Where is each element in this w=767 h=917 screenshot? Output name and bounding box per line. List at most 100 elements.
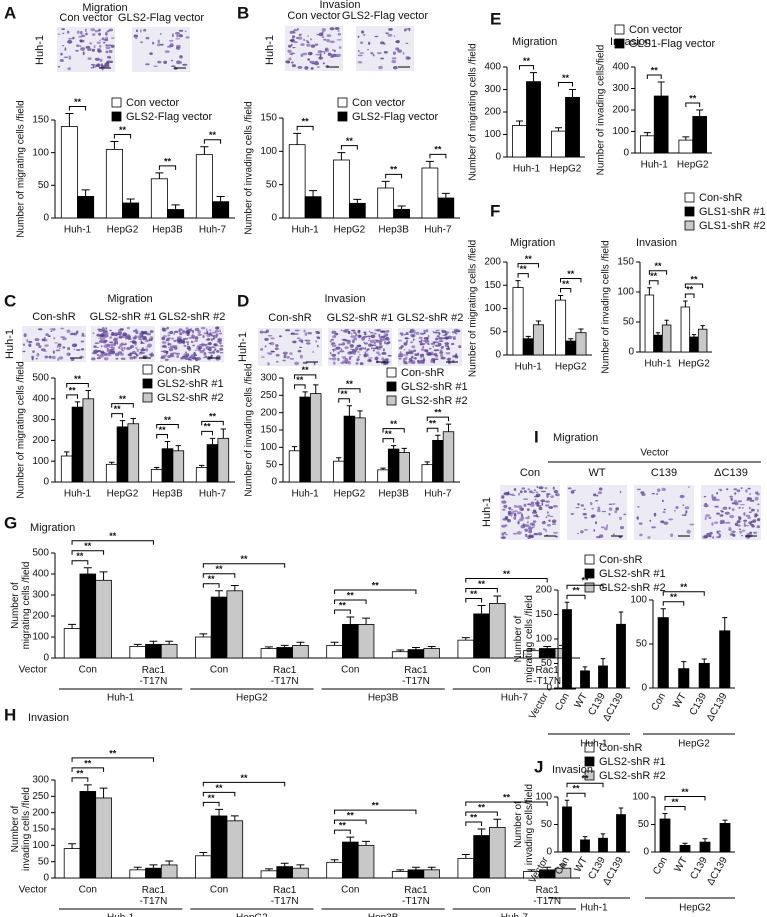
- cell: [434, 352, 438, 356]
- error-bar: [230, 585, 239, 591]
- cell: [405, 56, 410, 60]
- cell: [22, 350, 26, 353]
- photo-label: Con-shR: [268, 312, 311, 324]
- sig-label: **: [109, 748, 117, 758]
- bar: [639, 135, 655, 154]
- error-bar: [133, 866, 142, 870]
- legend-label: GLS2-shR #1: [599, 568, 666, 580]
- cell: [685, 510, 688, 514]
- bar: [333, 159, 350, 219]
- cell: [185, 327, 189, 330]
- cell: [737, 516, 741, 518]
- cell: [420, 348, 425, 351]
- cell: [329, 40, 335, 44]
- cell: [584, 516, 588, 519]
- cell: [387, 354, 392, 357]
- cell: [130, 344, 135, 349]
- cell: [153, 65, 158, 67]
- y-tick-label: 150: [260, 113, 277, 124]
- cell: [120, 346, 124, 351]
- cell: [729, 495, 733, 498]
- legend-label: GLS1-shR #1: [699, 206, 766, 218]
- cell: [733, 488, 738, 491]
- cell: [167, 45, 171, 48]
- sig-bracket: [518, 65, 535, 70]
- error-bar: [527, 869, 536, 872]
- cell: [716, 492, 719, 495]
- cell: [62, 32, 65, 35]
- cell: [326, 39, 330, 43]
- cell: [186, 329, 189, 332]
- sig-label: **: [581, 576, 589, 586]
- cell: [105, 327, 108, 330]
- cell: [380, 57, 385, 60]
- cell: [346, 341, 351, 345]
- cell: [328, 357, 332, 360]
- y-tick-label: 500: [32, 548, 49, 559]
- cell: [737, 500, 742, 503]
- sig-label: **: [74, 374, 82, 384]
- bar: [562, 609, 572, 689]
- cell: [139, 351, 142, 354]
- cell: [372, 349, 375, 352]
- cell: [117, 333, 122, 336]
- legend-swatch: [386, 367, 397, 378]
- cell: [372, 344, 377, 346]
- y-tick-label: 50: [636, 639, 648, 650]
- error-bar: [441, 192, 450, 198]
- bar: [473, 613, 490, 659]
- bar: [105, 463, 118, 483]
- bar: [512, 287, 524, 356]
- cell: [430, 359, 434, 364]
- cell: [374, 329, 380, 331]
- cell: [103, 339, 108, 343]
- cell: [212, 337, 215, 340]
- y-tick-label: 100: [535, 634, 552, 645]
- cell: [131, 340, 136, 344]
- cell: [379, 345, 383, 348]
- error-bar: [216, 195, 225, 202]
- cell: [171, 337, 174, 340]
- sig-label: **: [690, 274, 698, 284]
- panel-title: Migration: [553, 432, 598, 444]
- cell: [440, 356, 446, 360]
- cell: [719, 519, 725, 523]
- cell: [193, 352, 197, 355]
- x-tick-label: Rac1 -T17N: [533, 885, 561, 907]
- cell: [333, 49, 336, 53]
- cell: [179, 55, 183, 59]
- error-bar: [199, 633, 208, 637]
- cell: [661, 487, 666, 491]
- cell: [201, 345, 204, 347]
- sig-bracket: [566, 782, 604, 788]
- error-bar: [397, 205, 406, 210]
- cell: [357, 35, 360, 38]
- bar: [63, 628, 81, 659]
- cell: [95, 64, 98, 67]
- sig-bracket: [71, 777, 89, 782]
- sig-label: **: [470, 812, 478, 822]
- micrograph: [356, 26, 414, 71]
- cell: [267, 362, 270, 366]
- cell: [752, 519, 757, 522]
- cell: [331, 344, 337, 348]
- cell: [718, 533, 722, 538]
- cell: [141, 331, 147, 335]
- cell: [411, 355, 414, 359]
- bar: [348, 202, 366, 219]
- bar: [423, 869, 440, 879]
- cell: [177, 341, 183, 344]
- cell: [419, 357, 423, 359]
- cell: [734, 492, 737, 495]
- cell: [135, 37, 138, 40]
- error-bar: [582, 666, 588, 671]
- sig-bracket: [113, 134, 132, 139]
- error-bar: [265, 646, 273, 649]
- sig-bracket: [71, 540, 154, 545]
- cell: [62, 337, 67, 341]
- cell: [366, 335, 372, 338]
- cell: [67, 67, 71, 71]
- bar: [437, 197, 455, 219]
- bar: [167, 209, 185, 219]
- cell: [532, 526, 535, 529]
